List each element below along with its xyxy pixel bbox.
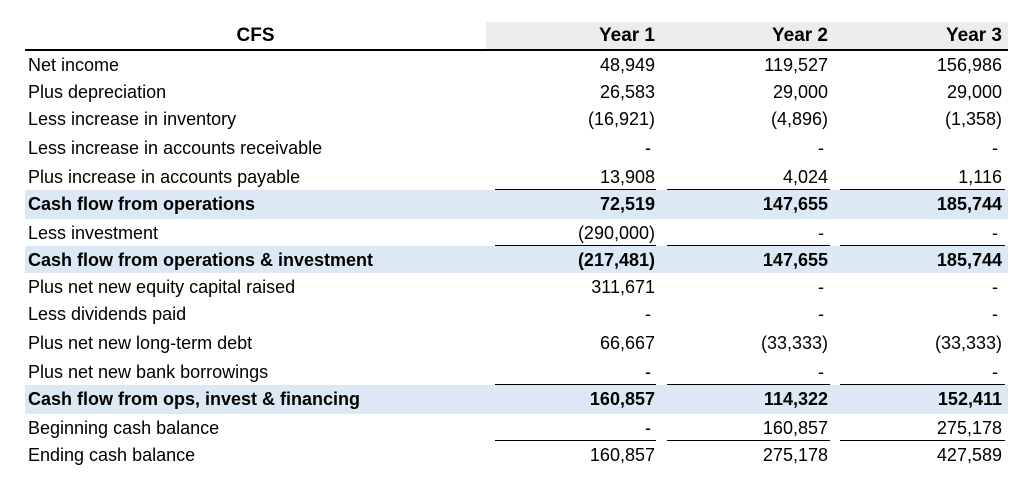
cell-year-2: 147,655 bbox=[762, 250, 828, 270]
cell-year-3: 152,411 bbox=[937, 389, 1002, 409]
underline-year-2 bbox=[667, 189, 830, 190]
cell-year-2: (4,896) bbox=[770, 109, 828, 129]
cell-year-2: 147,655 bbox=[762, 194, 828, 214]
table-row-less-increase-inventory: Less increase in inventory (16,921) (4,8… bbox=[25, 105, 1008, 134]
table-row-beginning-cash-balance: Beginning cash balance - 160,857 275,178 bbox=[25, 414, 1008, 441]
table-row-cash-flow-ops-invest-financing: Cash flow from ops, invest & financing 1… bbox=[25, 385, 1008, 414]
cell-year-1: - bbox=[645, 418, 651, 438]
cell-year-3: 427,589 bbox=[936, 445, 1002, 465]
table-row-plus-net-new-bank-borrowings: Plus net new bank borrowings - - - bbox=[25, 358, 1008, 385]
cell-year-3: (33,333) bbox=[934, 333, 1002, 353]
cell-year-3: - bbox=[992, 277, 998, 297]
column-header-year-1: Year 1 bbox=[599, 25, 655, 46]
underline-year-3 bbox=[840, 245, 1005, 246]
cell-year-1: 72,519 bbox=[599, 194, 655, 214]
row-label: Less increase in accounts receivable bbox=[28, 138, 323, 158]
row-label: Plus depreciation bbox=[28, 82, 167, 102]
underline-year-3 bbox=[840, 189, 1005, 190]
cell-year-2: - bbox=[818, 223, 824, 243]
table-row-less-increase-accounts-receivable: Less increase in accounts receivable - -… bbox=[25, 134, 1008, 163]
cell-year-1: 13,908 bbox=[599, 167, 655, 187]
cell-year-1: - bbox=[645, 304, 651, 324]
underline-year-1 bbox=[495, 440, 656, 441]
cell-year-1: - bbox=[645, 138, 651, 158]
cell-year-2: 119,527 bbox=[764, 55, 828, 75]
table-row-plus-net-new-long-term-debt: Plus net new long-term debt 66,667 (33,3… bbox=[25, 329, 1008, 358]
table-row-net-income: Net income 48,949 119,527 156,986 bbox=[25, 51, 1008, 78]
cell-year-3: - bbox=[992, 304, 998, 324]
cell-year-2: - bbox=[818, 277, 824, 297]
underline-year-2 bbox=[667, 384, 830, 385]
cell-year-2: - bbox=[818, 362, 824, 382]
row-label: Less dividends paid bbox=[28, 304, 187, 324]
row-label: Less investment bbox=[28, 223, 159, 243]
table-row-less-dividends-paid: Less dividends paid - - - bbox=[25, 300, 1008, 329]
row-label: Beginning cash balance bbox=[28, 418, 220, 438]
cell-year-2: 29,000 bbox=[772, 82, 828, 102]
cell-year-3: 185,744 bbox=[936, 250, 1002, 270]
row-label: Net income bbox=[28, 55, 120, 75]
cell-year-1: (217,481) bbox=[577, 250, 655, 270]
row-label: Cash flow from operations bbox=[28, 194, 256, 214]
cell-year-1: (290,000) bbox=[577, 223, 655, 243]
cell-year-2: 4,024 bbox=[782, 167, 828, 187]
table-row-plus-net-new-equity: Plus net new equity capital raised 311,6… bbox=[25, 273, 1008, 300]
row-label: Plus net new bank borrowings bbox=[28, 362, 269, 382]
column-header-year-2: Year 2 bbox=[772, 25, 828, 46]
underline-year-2 bbox=[667, 440, 830, 441]
column-header-year-3: Year 3 bbox=[946, 25, 1002, 46]
cell-year-2: 160,857 bbox=[762, 418, 828, 438]
row-label: Less increase in inventory bbox=[28, 109, 237, 129]
row-label: Plus increase in accounts payable bbox=[28, 167, 301, 187]
cell-year-3: - bbox=[992, 362, 998, 382]
cash-flow-statement-table: CFS Year 1 Year 2 Year 3 Net income 48,9… bbox=[25, 22, 1008, 468]
underline-year-3 bbox=[840, 384, 1005, 385]
row-label: Plus net new equity capital raised bbox=[28, 277, 296, 297]
cell-year-1: 160,857 bbox=[589, 389, 655, 409]
table-title: CFS bbox=[236, 25, 275, 46]
table-row-plus-increase-accounts-payable: Plus increase in accounts payable 13,908… bbox=[25, 163, 1008, 190]
row-label: Ending cash balance bbox=[28, 445, 196, 465]
row-label: Cash flow from ops, invest & financing bbox=[28, 389, 361, 409]
table-row-cash-flow-from-operations: Cash flow from operations 72,519 147,655… bbox=[25, 190, 1008, 219]
cell-year-1: 160,857 bbox=[589, 445, 655, 465]
cell-year-3: 275,178 bbox=[936, 418, 1002, 438]
cell-year-1: (16,921) bbox=[587, 109, 655, 129]
table-row-cash-flow-operations-investment: Cash flow from operations & investment (… bbox=[25, 246, 1008, 273]
cell-year-2: 275,178 bbox=[762, 445, 828, 465]
cell-year-3: 1,116 bbox=[958, 167, 1002, 187]
cell-year-1: 66,667 bbox=[599, 333, 655, 353]
cell-year-3: - bbox=[992, 138, 998, 158]
cell-year-2: (33,333) bbox=[760, 333, 828, 353]
table-row-plus-depreciation: Plus depreciation 26,583 29,000 29,000 bbox=[25, 78, 1008, 105]
cell-year-3: 156,986 bbox=[936, 55, 1002, 75]
cell-year-2: 114,322 bbox=[763, 389, 828, 409]
table-row-ending-cash-balance: Ending cash balance 160,857 275,178 427,… bbox=[25, 441, 1008, 468]
cell-year-3: (1,358) bbox=[944, 109, 1002, 129]
underline-year-1 bbox=[495, 189, 656, 190]
underline-year-3 bbox=[840, 440, 1005, 441]
cell-year-3: - bbox=[992, 223, 998, 243]
row-label: Plus net new long-term debt bbox=[28, 333, 253, 353]
table-row-less-investment: Less investment (290,000) - - bbox=[25, 219, 1008, 246]
cell-year-2: - bbox=[818, 138, 824, 158]
underline-year-2 bbox=[667, 245, 830, 246]
row-label: Cash flow from operations & investment bbox=[28, 250, 374, 270]
cell-year-1: 311,671 bbox=[591, 277, 655, 297]
underline-year-1 bbox=[495, 384, 656, 385]
cell-year-3: 185,744 bbox=[936, 194, 1002, 214]
cell-year-3: 29,000 bbox=[946, 82, 1002, 102]
cell-year-1: 26,583 bbox=[599, 82, 655, 102]
table-header-row: CFS Year 1 Year 2 Year 3 bbox=[25, 22, 1008, 51]
cell-year-1: 48,949 bbox=[599, 55, 655, 75]
underline-year-1 bbox=[495, 245, 656, 246]
cell-year-1: - bbox=[645, 362, 651, 382]
cell-year-2: - bbox=[818, 304, 824, 324]
